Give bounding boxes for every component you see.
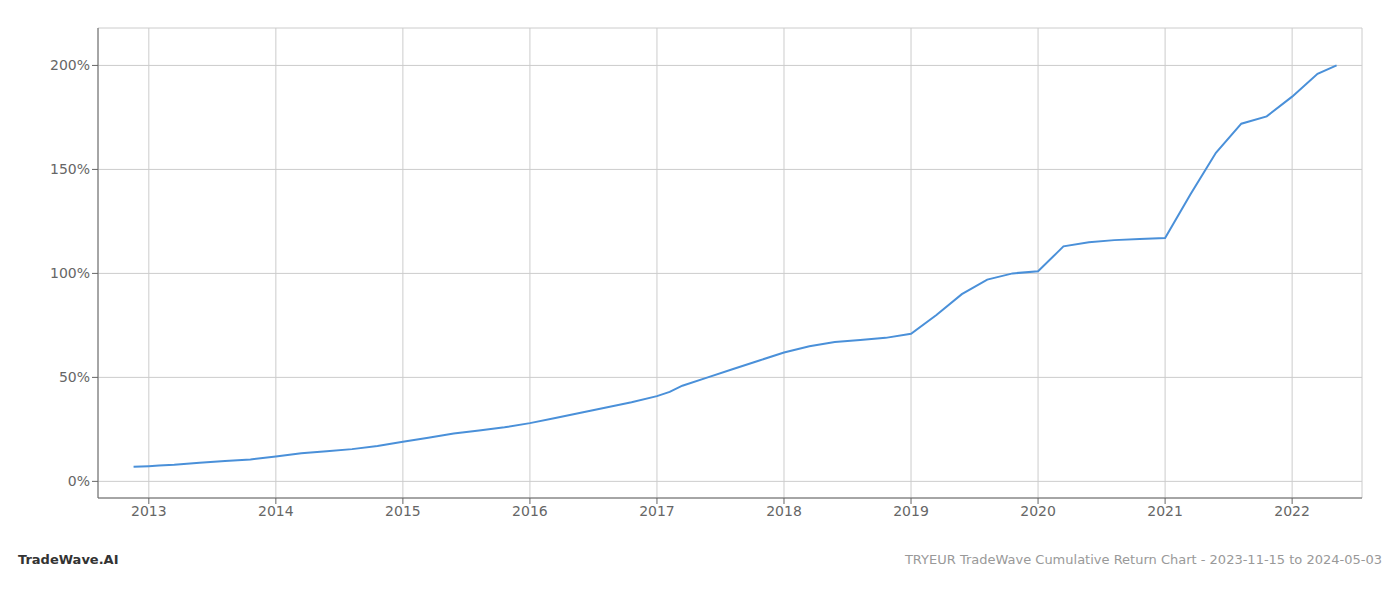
svg-text:200%: 200%: [50, 57, 90, 73]
svg-text:150%: 150%: [50, 161, 90, 177]
html-text:TradeWave.AI: TradeWave.AI: [18, 552, 119, 567]
html-text:TRYEUR TradeWave Cumulative Re: TRYEUR TradeWave Cumulative Return Chart…: [904, 552, 1382, 567]
svg-text:2019: 2019: [893, 503, 929, 519]
svg-text:100%: 100%: [50, 265, 90, 281]
svg-text:2014: 2014: [258, 503, 294, 519]
svg-text:2018: 2018: [766, 503, 802, 519]
svg-text:2022: 2022: [1274, 503, 1310, 519]
svg-text:2015: 2015: [385, 503, 421, 519]
svg-text:2013: 2013: [131, 503, 167, 519]
svg-text:2017: 2017: [639, 503, 675, 519]
svg-text:0%: 0%: [68, 473, 90, 489]
svg-text:2020: 2020: [1020, 503, 1056, 519]
svg-text:50%: 50%: [59, 369, 90, 385]
svg-text:2021: 2021: [1147, 503, 1183, 519]
svg-text:2016: 2016: [512, 503, 548, 519]
